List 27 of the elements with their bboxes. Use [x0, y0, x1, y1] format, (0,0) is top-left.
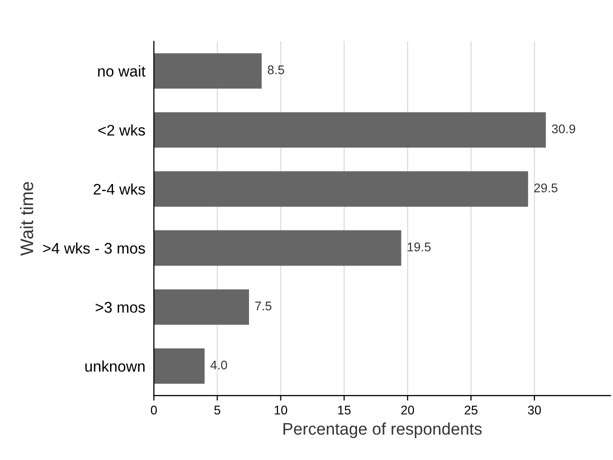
data-label: 29.5 — [534, 183, 558, 192]
data-label: 4.0 — [210, 360, 228, 370]
y-tick-label: >3 mos — [96, 302, 145, 313]
bar — [154, 171, 528, 207]
y-tick-label: <2 wks — [98, 124, 145, 136]
data-label: 8.5 — [268, 65, 284, 74]
x-tick-label: 30 — [528, 406, 541, 415]
y-tick-label: no wait — [98, 65, 146, 77]
x-tick-label: 15 — [338, 406, 351, 415]
x-axis-title: Percentage of respondents — [284, 422, 482, 438]
y-tick-label: 2-4 wks — [94, 183, 145, 195]
y-tick-label: unknown — [85, 360, 145, 372]
x-tick-label: 5 — [214, 406, 220, 415]
data-label: 19.5 — [408, 242, 431, 252]
bar — [154, 53, 262, 89]
bar — [154, 289, 250, 325]
x-tick-label: 20 — [401, 406, 414, 415]
data-label: 7.5 — [255, 302, 272, 310]
bar — [154, 230, 402, 266]
x-tick-label: 0 — [150, 406, 157, 415]
bar — [154, 112, 546, 148]
y-axis-title: Wait time — [20, 182, 34, 256]
x-tick-label: 25 — [464, 406, 478, 415]
x-tick-label: 10 — [274, 406, 288, 415]
bar — [154, 348, 205, 384]
data-label: 30.9 — [552, 124, 576, 134]
y-tick-label: >4 wks - 3 mos — [43, 242, 145, 254]
